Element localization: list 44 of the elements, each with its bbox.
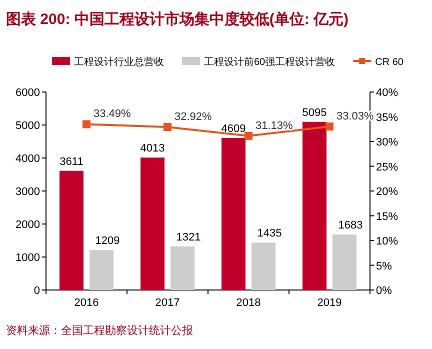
chart-title: 图表 200: 中国工程设计市场集中度较低(单位: 亿元) [6,10,349,28]
y-tick-label: 4000 [16,153,40,165]
data-label: 1321 [176,231,201,244]
data-label: 1683 [338,219,363,232]
x-tick-label: 2018 [236,297,261,309]
y-tick-label: 0 [34,285,40,297]
data-label: 5095 [302,106,327,119]
y2-tick-label: 0% [376,285,392,297]
data-label: 31.13% [256,120,294,132]
y-tick-label: 3000 [16,186,40,198]
bar [332,234,356,290]
y-tick-label: 1000 [16,252,40,264]
x-tick-label: 2016 [74,297,99,309]
y2-tick-label: 15% [376,210,398,223]
legend-label: 工程设计前60强工程设计营收 [204,56,336,68]
data-label: 32.92% [174,111,212,124]
bar [140,158,164,290]
y2-tick-label: 40% [376,87,398,99]
data-label: 4609 [221,122,246,135]
bar [90,250,114,290]
y2-tick-label: 5% [376,260,392,272]
y2-tick-label: 10% [376,236,398,248]
legend-label: CR 60 [375,57,404,68]
data-label: 3611 [60,156,84,168]
data-label: 33.49% [94,108,132,120]
bar [60,170,84,290]
y2-tick-label: 20% [376,186,398,198]
legend-label: 工程设计行业总营收 [74,56,164,68]
data-label: 1209 [95,235,120,248]
bar [170,246,194,290]
data-label: 1435 [257,228,282,240]
y-tick-label: 6000 [16,87,40,99]
y-tick-label: 5000 [16,120,40,132]
bar [252,242,276,290]
x-tick-label: 2017 [155,297,180,309]
data-label: 4013 [140,142,165,155]
y-tick-label: 2000 [16,219,40,231]
y2-tick-label: 35% [376,112,398,124]
y2-tick-label: 25% [376,161,398,174]
x-tick-label: 2019 [317,297,342,309]
y2-tick-label: 30% [376,136,398,148]
bar [222,138,246,290]
bar [302,122,326,290]
text: 资料来源：全国工程勘察设计统计公报 [6,324,193,337]
